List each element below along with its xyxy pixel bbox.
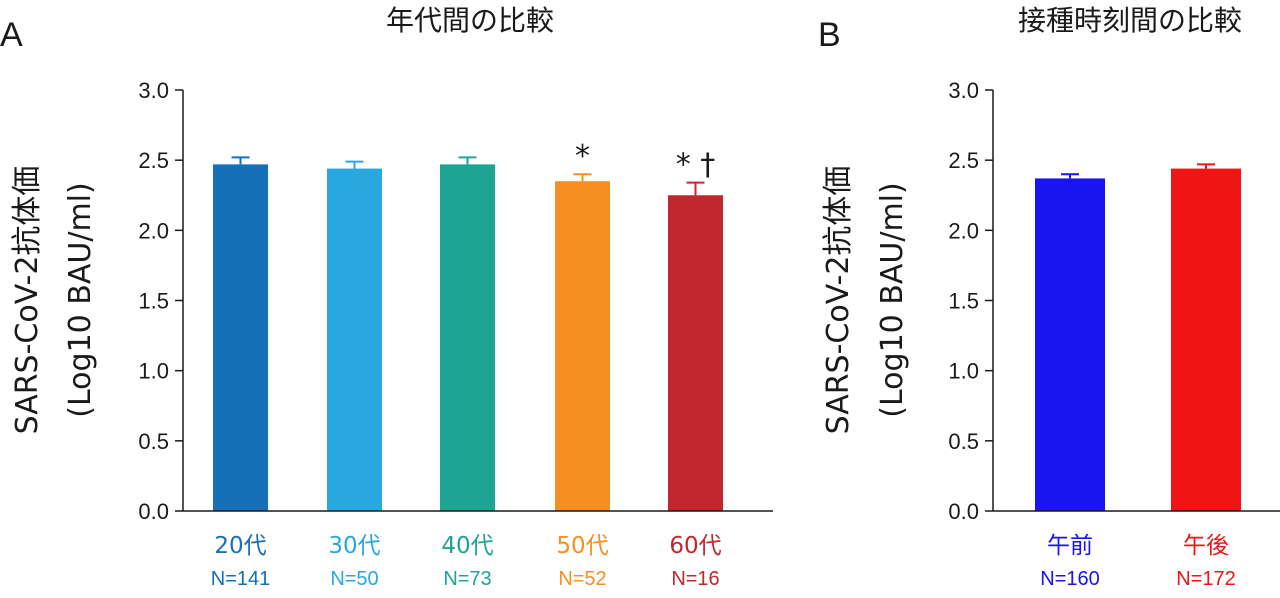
panel-b-y-tick-label: 1.5 [948, 289, 979, 314]
panel-b-bar [1035, 178, 1105, 511]
panel-b-n-label: N=172 [1176, 568, 1236, 590]
panel-a-y-tick-label: 2.5 [138, 148, 169, 173]
panel-b-y-tick-label: 0.0 [948, 499, 979, 524]
panel-a-significance-marker: * [575, 139, 590, 174]
panel-a-category-label: 50代 [556, 533, 608, 559]
panel-a-n-label: N=16 [671, 568, 719, 590]
panel-a-y-tick-label: 3.0 [138, 78, 169, 103]
panel-b-y-tick-label: 2.5 [948, 148, 979, 173]
panel-b-category-label: 午前 [1047, 533, 1093, 559]
panel-b-y-tick-label: 0.5 [948, 429, 979, 454]
panel-a-y-tick-label: 0.0 [138, 499, 169, 524]
panel-a-category-label: 60代 [669, 533, 721, 559]
panel-a-ylabel-line1: SARS-CoV-2抗体価 [10, 166, 45, 435]
panel-a-category-label: 30代 [328, 533, 380, 559]
panel-a-plot: 0.0 0.5 1.0 1.5 2.0 2.5 3.0 20代 N=141 30代 N=50 40代 N… [138, 78, 773, 590]
panel-b-title: 接種時刻間の比較 [1018, 4, 1242, 37]
panel-a-bar [213, 164, 268, 512]
panel-a-title: 年代間の比較 [386, 4, 554, 37]
panel-a-n-label: N=50 [330, 568, 378, 590]
panel-b-plot: 0.0 0.5 1.0 1.5 2.0 2.5 3.0 午前 N=160 午後 N=172 [948, 78, 1280, 590]
panel-a-n-label: N=73 [443, 568, 491, 590]
panel-a-y-tick-label: 1.0 [138, 359, 169, 384]
panel-b-category-label: 午後 [1183, 533, 1229, 559]
panel-a-ylabel-line2: (Log10 BAU/ml) [63, 182, 98, 417]
panel-a-y-tick-label: 2.0 [138, 218, 169, 243]
panel-b-ylabel-line2: (Log10 BAU/ml) [875, 182, 910, 417]
panel-a-y-tick-label: 1.5 [138, 289, 169, 314]
panel-b-n-label: N=160 [1040, 568, 1100, 590]
panel-a-category-label: 20代 [214, 533, 266, 559]
panel-b-y-tick-label: 2.0 [948, 218, 979, 243]
panel-a-category-label: 40代 [441, 533, 493, 559]
panel-a-y-tick-label: 0.5 [138, 429, 169, 454]
panel-b-letter: B [818, 16, 841, 54]
panel-a-significance-marker: * † [676, 148, 716, 183]
panel-a-bar [555, 181, 610, 511]
panel-a-n-label: N=141 [211, 568, 271, 590]
panel-b-y-tick-label: 3.0 [948, 78, 979, 103]
panel-a-bar [440, 164, 495, 512]
panel-a-bar [668, 195, 723, 511]
panel-b-bar [1171, 168, 1241, 511]
panel-a-n-label: N=52 [558, 568, 606, 590]
panel-a-letter: A [0, 16, 23, 54]
panel-b-ylabel-line1: SARS-CoV-2抗体価 [821, 166, 856, 435]
panel-b-y-tick-label: 1.0 [948, 359, 979, 384]
panel-a-bar [327, 168, 382, 511]
